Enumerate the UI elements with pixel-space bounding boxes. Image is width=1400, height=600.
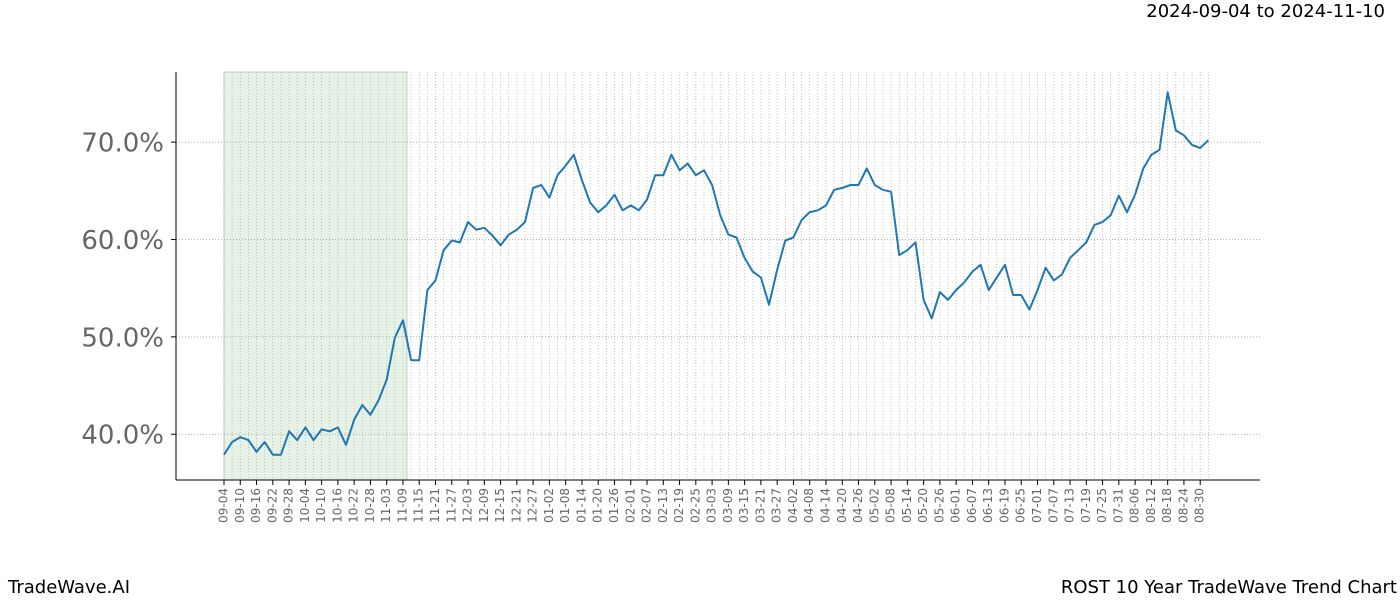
x-tick-label: 07-01 [1030, 488, 1044, 523]
x-tick-label: 08-30 [1193, 488, 1207, 523]
x-tick-label: 05-02 [867, 488, 881, 523]
x-tick-label: 10-10 [314, 488, 328, 523]
x-tick-label: 12-09 [477, 488, 491, 523]
y-tick-label: 40.0% [81, 421, 164, 451]
x-tick-label: 08-06 [1128, 488, 1142, 523]
y-tick-label: 60.0% [81, 226, 164, 256]
date-range: 2024-09-04 to 2024-11-10 [1146, 1, 1385, 22]
x-tick-label: 08-24 [1176, 488, 1190, 523]
x-tick-label: 03-27 [770, 488, 784, 523]
x-tick-label: 11-27 [444, 488, 458, 523]
x-tick-label: 03-21 [753, 488, 767, 523]
x-tick-label: 04-08 [802, 488, 816, 523]
x-tick-label: 06-01 [949, 488, 963, 523]
x-tick-label: 09-04 [217, 488, 231, 523]
x-tick-label: 11-03 [379, 488, 393, 523]
x-tick-label: 08-18 [1160, 488, 1174, 523]
x-tick-label: 03-09 [721, 488, 735, 523]
x-tick-label: 04-20 [835, 488, 849, 523]
x-tick-label: 06-19 [997, 488, 1011, 523]
x-tick-label: 05-08 [884, 488, 898, 523]
brand: TradeWave.AI [7, 577, 130, 598]
x-tick-label: 11-21 [428, 488, 442, 523]
x-tick-label: 03-03 [705, 488, 719, 523]
x-tick-label: 07-31 [1111, 488, 1125, 523]
x-tick-label: 09-22 [265, 488, 279, 523]
x-tick-label: 01-08 [558, 488, 572, 523]
x-tick-label: 06-25 [1014, 488, 1028, 523]
x-tick-label: 04-26 [851, 488, 865, 523]
x-tick-label: 11-09 [395, 488, 409, 523]
x-tick-label: 01-02 [542, 488, 556, 523]
x-tick-label: 07-19 [1079, 488, 1093, 523]
x-tick-label: 04-02 [786, 488, 800, 523]
x-tick-label: 12-21 [509, 488, 523, 523]
x-tick-label: 02-19 [672, 488, 686, 523]
x-tick-label: 09-28 [282, 488, 296, 523]
y-tick-label: 50.0% [81, 323, 164, 353]
x-tick-label: 03-15 [737, 488, 751, 523]
x-tick-label: 02-13 [656, 488, 670, 523]
x-tick-label: 12-15 [493, 488, 507, 523]
x-tick-label: 02-07 [640, 488, 654, 523]
x-tick-label: 02-01 [623, 488, 637, 523]
x-tick-label: 10-04 [298, 488, 312, 523]
x-tick-label: 10-28 [363, 488, 377, 523]
x-tick-label: 04-14 [818, 488, 832, 523]
x-tick-label: 05-20 [916, 488, 930, 523]
x-tick-label: 07-13 [1063, 488, 1077, 523]
x-tick-label: 09-10 [233, 488, 247, 523]
x-tick-label: 05-26 [932, 488, 946, 523]
background-layer [176, 71, 1260, 481]
x-tick-label: 07-25 [1095, 488, 1109, 523]
x-tick-label: 12-03 [461, 488, 475, 523]
x-tick-label: 01-20 [591, 488, 605, 523]
x-tick-label: 09-16 [249, 488, 263, 523]
highlight-band [223, 71, 408, 481]
x-tick-label: 11-15 [412, 488, 426, 523]
y-tick-label: 70.0% [81, 129, 164, 159]
x-tick-label: 02-25 [688, 488, 702, 523]
x-tick-label: 06-07 [965, 488, 979, 523]
x-tick-label: 05-14 [900, 488, 914, 523]
x-tick-label: 06-13 [981, 488, 995, 523]
x-tick-label: 07-07 [1046, 488, 1060, 523]
x-tick-label: 08-12 [1144, 488, 1158, 523]
x-tick-label: 10-22 [347, 488, 361, 523]
x-tick-label: 10-16 [330, 488, 344, 523]
chart-title: ROST 10 Year TradeWave Trend Chart [1061, 577, 1397, 598]
x-tick-label: 01-14 [574, 488, 588, 523]
x-tick-label: 01-26 [607, 488, 621, 523]
x-tick-label: 12-27 [526, 488, 540, 523]
trend-line [223, 91, 1209, 456]
